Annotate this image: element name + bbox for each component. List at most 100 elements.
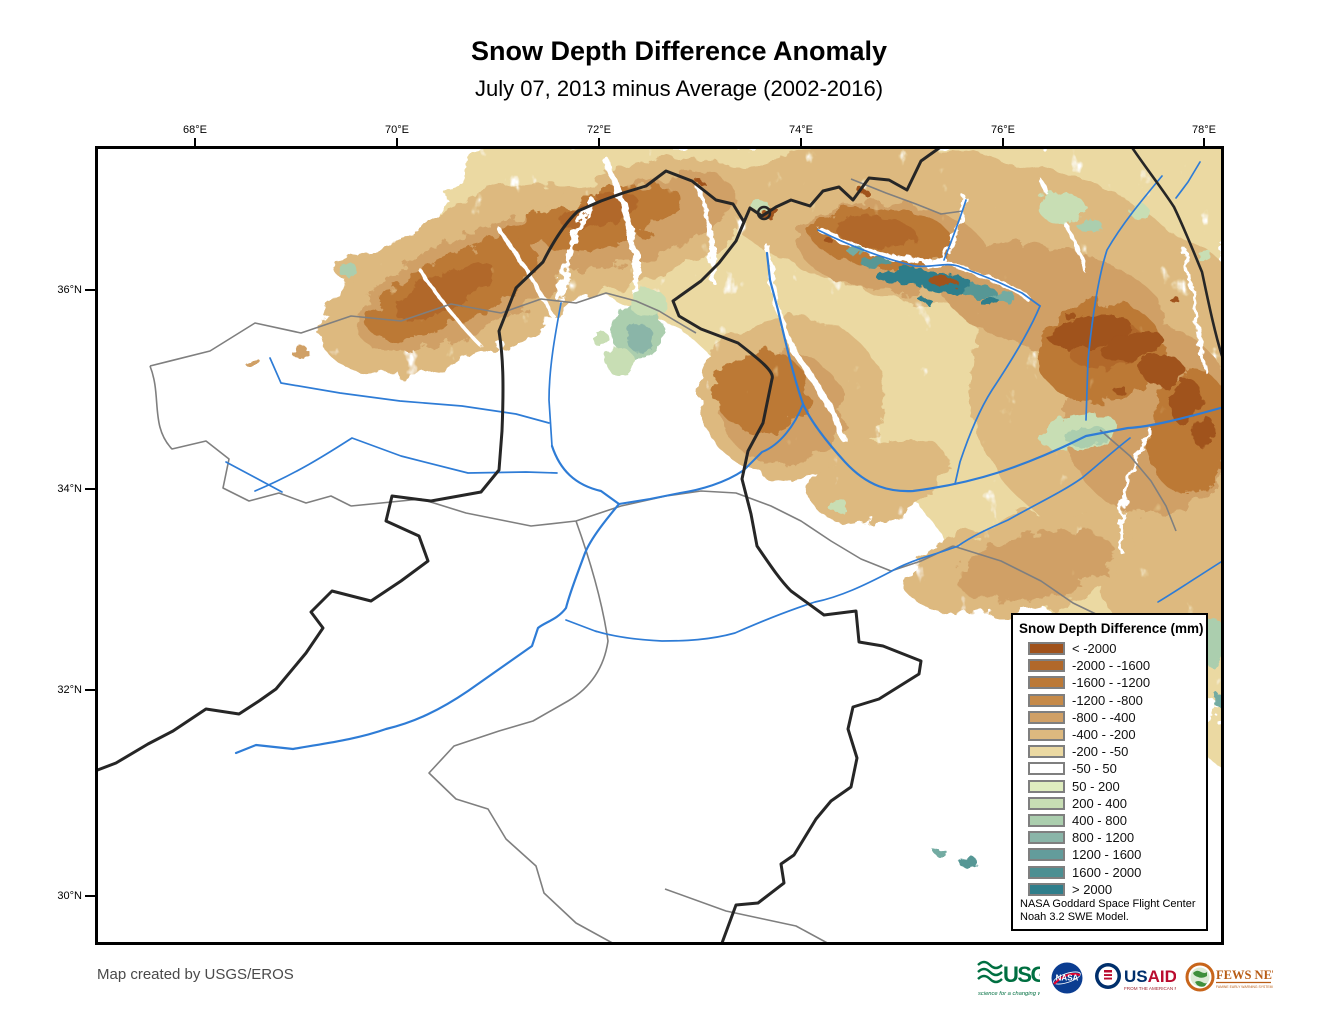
legend-swatch — [1028, 676, 1065, 690]
legend-row: -50 - 50 — [1028, 760, 1206, 777]
nasa-swoosh-icon — [1053, 972, 1081, 985]
latitude-tick — [85, 895, 95, 897]
legend-source-note: NASA Goddard Space Flight Center Noah 3.… — [1020, 898, 1195, 924]
nasa-logo: NASA — [1051, 962, 1083, 994]
usaid-tagline: FROM THE AMERICAN PEOPLE — [1124, 986, 1176, 991]
legend-row: < -2000 — [1028, 640, 1206, 657]
latitude-label: 32°N — [57, 684, 82, 696]
basin-boundary — [95, 146, 1224, 945]
legend-label: -200 - -50 — [1072, 744, 1129, 760]
legend-label: 400 - 800 — [1072, 812, 1127, 828]
usaid-seal-icon — [1095, 963, 1121, 989]
legend-row: 1200 - 1600 — [1028, 846, 1206, 863]
legend-note-line2: Noah 3.2 SWE Model. — [1020, 911, 1129, 923]
legend-swatch — [1028, 848, 1065, 862]
latitude-tick — [85, 488, 95, 490]
legend-row: 50 - 200 — [1028, 778, 1206, 795]
legend-row: 800 - 1200 — [1028, 829, 1206, 846]
legend-label: -400 - -200 — [1072, 727, 1136, 743]
legend-row: > 2000 — [1028, 881, 1206, 898]
legend-label: -50 - 50 — [1072, 761, 1117, 777]
latitude-tick — [85, 689, 95, 691]
longitude-label: 78°E — [1192, 124, 1216, 136]
longitude-tick — [1002, 138, 1004, 146]
map-credit: Map created by USGS/EROS — [97, 966, 294, 983]
fewsnet-logo: FEWS NET FAMINE EARLY WARNING SYSTEMS NE… — [1185, 962, 1273, 992]
longitude-tick — [800, 138, 802, 146]
fewsnet-tagline: FAMINE EARLY WARNING SYSTEMS NETWORK — [1216, 985, 1273, 989]
legend: Snow Depth Difference (mm) < -2000 -2000 … — [1011, 613, 1208, 931]
nasa-meatball-icon — [1051, 962, 1083, 994]
legend-title: Snow Depth Difference (mm) — [1019, 621, 1204, 636]
latitude-label: 34°N — [57, 483, 82, 495]
legend-swatch — [1028, 796, 1065, 810]
usgs-logo: USGS science for a changing world — [977, 960, 1040, 997]
legend-swatch — [1028, 762, 1065, 776]
map-frame — [95, 146, 1224, 945]
longitude-label: 74°E — [789, 124, 813, 136]
positive-anomaly-patches — [338, 192, 1224, 668]
legend-swatch — [1028, 865, 1065, 879]
usaid-wordmark: USAID — [1124, 967, 1176, 986]
strong-positive-anomaly-patches — [846, 246, 1222, 867]
legend-items: < -2000 -2000 - -1600 -1600 - -1200 -1200 -… — [1028, 640, 1206, 898]
legend-swatch — [1028, 642, 1065, 656]
fewsnet-wordmark: FEWS NET — [1216, 968, 1273, 982]
legend-swatch — [1028, 710, 1065, 724]
legend-swatch — [1028, 728, 1065, 742]
usgs-tagline: science for a changing world — [978, 991, 1040, 997]
nasa-orbit-icon — [1053, 971, 1081, 985]
legend-label: 200 - 400 — [1072, 795, 1127, 811]
legend-label: -2000 - -1600 — [1072, 658, 1151, 674]
legend-row: -1600 - -1200 — [1028, 674, 1206, 691]
latitude-label: 36°N — [57, 284, 82, 296]
usgs-waves-icon — [977, 960, 1003, 984]
rivers-layer — [225, 161, 1224, 755]
usaid-logo: USAID FROM THE AMERICAN PEOPLE — [1095, 963, 1176, 991]
legend-note-line1: NASA Goddard Space Flight Center — [1020, 898, 1196, 910]
legend-swatch — [1028, 779, 1065, 793]
legend-row: -400 - -200 — [1028, 726, 1206, 743]
legend-swatch — [1028, 745, 1065, 759]
legend-label: < -2000 — [1072, 641, 1117, 657]
legend-swatch — [1028, 659, 1065, 673]
longitude-tick — [1203, 138, 1205, 146]
legend-swatch — [1028, 882, 1065, 896]
admin-boundaries — [149, 178, 1177, 945]
longitude-label: 68°E — [183, 124, 207, 136]
legend-label: 1200 - 1600 — [1072, 847, 1142, 863]
longitude-tick — [598, 138, 600, 146]
legend-row: 400 - 800 — [1028, 812, 1206, 829]
legend-label: -1200 - -800 — [1072, 692, 1143, 708]
longitude-tick — [396, 138, 398, 146]
legend-swatch — [1028, 831, 1065, 845]
page-subtitle: July 07, 2013 minus Average (2002-2016) — [474, 76, 884, 101]
longitude-label: 72°E — [587, 124, 611, 136]
usgs-wordmark: USGS — [1003, 962, 1040, 987]
legend-label: 50 - 200 — [1072, 778, 1120, 794]
nasa-wordmark: NASA — [1056, 974, 1079, 983]
legend-label: 800 - 1200 — [1072, 830, 1135, 846]
fewsnet-globe-icon — [1185, 962, 1215, 992]
longitude-tick — [194, 138, 196, 146]
longitude-label: 76°E — [991, 124, 1015, 136]
legend-label: > 2000 — [1072, 881, 1113, 897]
legend-row: -200 - -50 — [1028, 743, 1206, 760]
legend-row: -800 - -400 — [1028, 709, 1206, 726]
legend-label: -800 - -400 — [1072, 709, 1136, 725]
legend-label: -1600 - -1200 — [1072, 675, 1151, 691]
latitude-label: 30°N — [57, 890, 82, 902]
legend-swatch — [1028, 813, 1065, 827]
latitude-tick — [85, 289, 95, 291]
legend-row: -1200 - -800 — [1028, 692, 1206, 709]
legend-row: 1600 - 2000 — [1028, 863, 1206, 880]
legend-row: -2000 - -1600 — [1028, 657, 1206, 674]
page-title: Snow Depth Difference Anomaly — [470, 36, 888, 66]
longitude-label: 70°E — [385, 124, 409, 136]
legend-swatch — [1028, 693, 1065, 707]
legend-label: 1600 - 2000 — [1072, 864, 1142, 880]
agency-logos: USGS science for a changing world NASA U… — [976, 954, 1273, 1002]
legend-row: 200 - 400 — [1028, 795, 1206, 812]
